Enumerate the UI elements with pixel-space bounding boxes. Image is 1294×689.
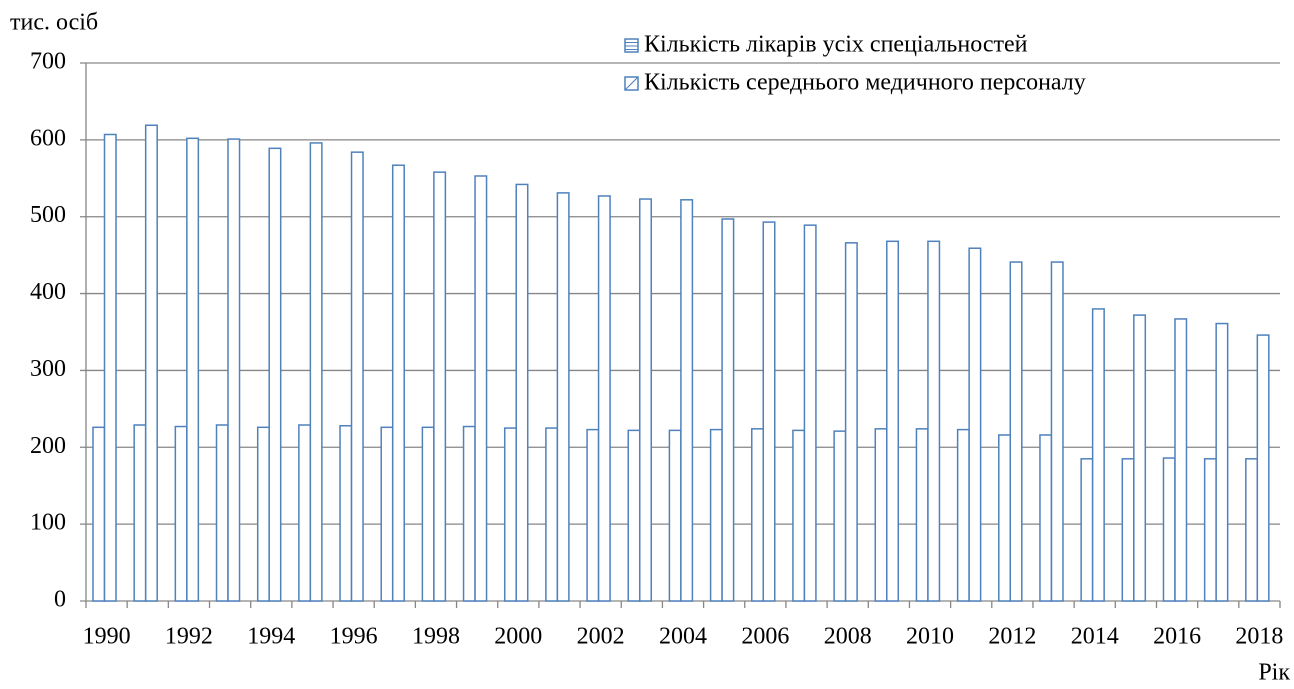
bar — [462, 425, 476, 602]
bar — [709, 428, 723, 602]
bar — [1215, 322, 1229, 602]
x-tick-label: 2008 — [824, 624, 872, 650]
x-tick-label: 2018 — [1235, 624, 1283, 650]
bar — [751, 428, 765, 602]
bar — [515, 183, 529, 602]
bar — [1162, 457, 1176, 602]
y-tick-label: 200 — [30, 433, 66, 459]
legend-swatch-hatch — [624, 76, 639, 91]
bar — [844, 242, 858, 602]
bar — [298, 424, 312, 602]
x-tick-label: 2016 — [1153, 624, 1201, 650]
bar — [803, 224, 817, 602]
bar — [144, 124, 158, 602]
x-tick-label: 1990 — [83, 624, 131, 650]
bar — [721, 218, 735, 602]
y-tick-label: 300 — [30, 356, 66, 382]
bar — [433, 171, 447, 602]
bar — [350, 151, 364, 602]
bar — [968, 247, 982, 602]
bar — [668, 429, 682, 602]
y-tick-label: 0 — [54, 587, 66, 613]
bar — [1174, 318, 1188, 602]
bar — [92, 426, 106, 602]
bar — [627, 429, 641, 602]
y-tick-label: 100 — [30, 510, 66, 536]
x-tick-label: 1994 — [247, 624, 295, 650]
bar — [556, 192, 570, 602]
bar — [545, 427, 559, 602]
bar — [503, 427, 517, 602]
y-tick-label: 500 — [30, 202, 66, 228]
bar — [268, 147, 282, 602]
bar — [680, 199, 694, 602]
legend-label: Кількість лікарів усіх спеціальностей — [644, 32, 1028, 58]
bar — [792, 429, 806, 602]
bar — [474, 175, 488, 602]
bar — [1009, 261, 1023, 602]
bar — [597, 195, 611, 602]
bar — [1121, 458, 1135, 602]
y-tick-label: 700 — [30, 49, 66, 75]
bar — [1080, 458, 1094, 602]
bar — [186, 137, 200, 602]
x-tick-label: 2006 — [741, 624, 789, 650]
bar — [309, 142, 323, 602]
x-tick-label: 2014 — [1071, 624, 1119, 650]
bar — [1050, 261, 1064, 602]
x-tick-label: 2004 — [659, 624, 707, 650]
bar — [874, 428, 888, 602]
x-axis-title: Рік — [1258, 660, 1290, 686]
legend-label: Кількість середнього медичного персоналу — [644, 70, 1086, 96]
bar — [915, 428, 929, 602]
x-tick-label: 1996 — [330, 624, 378, 650]
bar — [586, 428, 600, 602]
x-tick-label: 2000 — [494, 624, 542, 650]
bar — [638, 198, 652, 602]
bar — [421, 426, 435, 602]
bar — [886, 240, 900, 602]
x-tick-label: 2010 — [906, 624, 954, 650]
y-tick-label: 400 — [30, 279, 66, 305]
bar — [1256, 334, 1270, 602]
bar — [380, 426, 394, 602]
bar — [1245, 458, 1259, 602]
y-axis-title: тис. осіб — [10, 10, 98, 36]
bar — [174, 425, 188, 602]
x-tick-label: 2012 — [988, 624, 1036, 650]
bar — [762, 221, 776, 602]
bar — [998, 434, 1012, 602]
bar — [215, 424, 229, 602]
bar — [133, 424, 147, 602]
bar — [339, 425, 353, 602]
bar — [391, 164, 405, 602]
bar — [927, 240, 941, 602]
bar — [1133, 314, 1147, 602]
bar — [227, 138, 241, 602]
x-tick-label: 1992 — [165, 624, 213, 650]
bar — [1039, 434, 1053, 602]
x-tick-label: 2002 — [577, 624, 625, 650]
x-tick-label: 1998 — [412, 624, 460, 650]
bar — [1203, 458, 1217, 602]
bar — [103, 133, 117, 602]
bar — [956, 428, 970, 602]
bar — [1091, 308, 1105, 602]
bar — [833, 430, 847, 602]
bar — [256, 426, 270, 602]
y-tick-label: 600 — [30, 125, 66, 151]
